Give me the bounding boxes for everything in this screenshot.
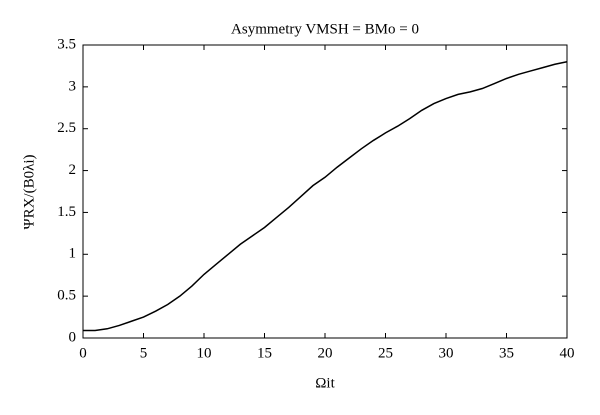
x-tick-label: 30 [439,345,454,361]
y-tick-label: 1 [69,246,77,262]
y-tick-label: 3 [69,78,77,94]
x-tick-label: 0 [79,345,87,361]
x-tick-label: 40 [560,345,575,361]
x-tick-label: 20 [318,345,333,361]
y-tick-label: 0.5 [57,288,76,304]
y-axis-label: ΨRX/(B0λi) [21,154,37,229]
y-tick-label: 1.5 [57,204,76,220]
x-tick-label: 5 [140,345,148,361]
y-tick-label: 2 [69,162,77,178]
data-line [83,61,568,332]
x-axis-label: Ωit [315,375,335,391]
x-tick-label: 25 [378,345,393,361]
plot-frame [82,44,568,339]
x-tick-label: 15 [257,345,272,361]
y-tick-label: 3.5 [57,36,76,52]
y-tick-label: 0 [69,329,77,345]
x-tick-label: 10 [197,345,212,361]
y-tick-label: 2.5 [57,120,76,136]
x-tick-label: 35 [499,345,514,361]
chart-title: Asymmetry VMSH = BMo = 0 [231,21,419,37]
